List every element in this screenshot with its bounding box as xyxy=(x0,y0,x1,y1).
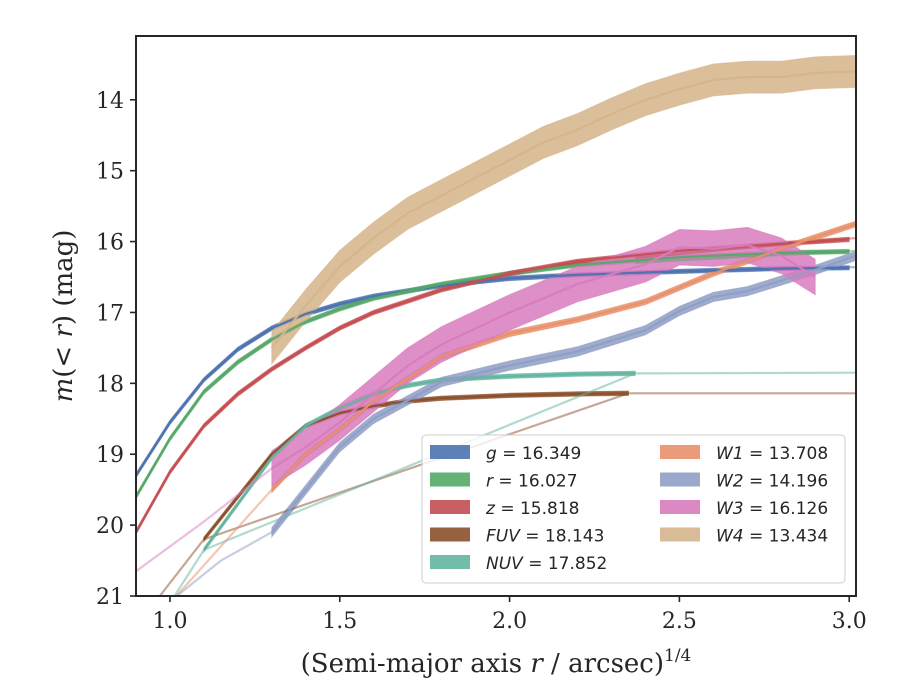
legend-label-W4: W4 = 13.434 xyxy=(716,527,828,547)
legend-swatch-NUV xyxy=(430,555,470,569)
legend-swatch-W2 xyxy=(660,472,700,487)
x-axis: 1.0 1.5 2.0 2.5 3.0 xyxy=(152,596,867,634)
legend-swatch-g xyxy=(430,445,470,459)
legend-label-g: g = 16.349 xyxy=(486,444,581,464)
legend-box xyxy=(421,434,846,584)
x-tick-label: 3.0 xyxy=(832,609,867,634)
line-z xyxy=(136,238,850,533)
legend-swatch-W4 xyxy=(660,527,700,542)
x-tick-label: 1.0 xyxy=(152,609,187,634)
line-faint-NUV xyxy=(173,371,856,596)
x-tick-label: 1.5 xyxy=(322,609,357,634)
band-W4 xyxy=(271,54,856,366)
line-W1 xyxy=(271,222,856,491)
line-W4 xyxy=(270,70,856,349)
legend-swatch-z xyxy=(430,500,470,514)
y-tick-label: 20 xyxy=(96,514,124,539)
line-W3 xyxy=(271,243,816,470)
plot-frame xyxy=(135,35,857,597)
y-tick-label: 21 xyxy=(96,585,124,610)
y-tick-label: 17 xyxy=(96,301,124,326)
legend-label-r: r = 16.027 xyxy=(486,472,578,492)
x-tick-label: 2.5 xyxy=(662,609,697,634)
x-tick-label: 2.0 xyxy=(492,609,527,634)
legend-label-W1: W1 = 13.708 xyxy=(716,444,828,464)
y-tick-label: 14 xyxy=(96,89,124,114)
legend-label-z: z = 15.818 xyxy=(485,499,579,519)
y-tick-label: 15 xyxy=(96,160,124,185)
band-z xyxy=(136,236,850,536)
line-faint-z xyxy=(635,236,856,259)
y-tick-label: 18 xyxy=(96,372,124,397)
legend-label-W2: W2 = 14.196 xyxy=(716,472,828,492)
legend: g = 16.349 r = 16.027 z = 15.818 FUV = 18.1… xyxy=(421,434,846,584)
legend-label-NUV: NUV = 17.852 xyxy=(486,554,607,574)
line-faint-W2 xyxy=(176,531,273,596)
plot-area xyxy=(136,54,856,596)
legend-swatch-FUV xyxy=(430,527,470,542)
line-r xyxy=(136,250,850,498)
legend-label-W3: W3 = 16.126 xyxy=(716,499,828,519)
line-FUV xyxy=(203,392,629,540)
line-faint-r xyxy=(635,249,856,264)
series-lines xyxy=(136,70,856,596)
y-axis-label: m(< r) (mag) xyxy=(49,230,79,403)
y-axis: 14 15 16 17 18 19 20 21 xyxy=(96,89,136,610)
line-W2 xyxy=(270,254,856,533)
y-tick-label: 19 xyxy=(96,443,124,468)
line-faint-W3 xyxy=(136,467,273,573)
legend-swatch-W3 xyxy=(660,500,700,514)
line-faint-FUV xyxy=(158,392,856,596)
line-faint-W1 xyxy=(174,488,273,596)
legend-swatch-W1 xyxy=(660,445,700,459)
legend-swatch-r xyxy=(430,472,470,487)
legend-label-FUV: FUV = 18.143 xyxy=(486,527,604,547)
x-axis-label: (Semi-major axis r / arcsec)1/4 xyxy=(301,646,692,679)
y-tick-label: 16 xyxy=(96,231,124,256)
